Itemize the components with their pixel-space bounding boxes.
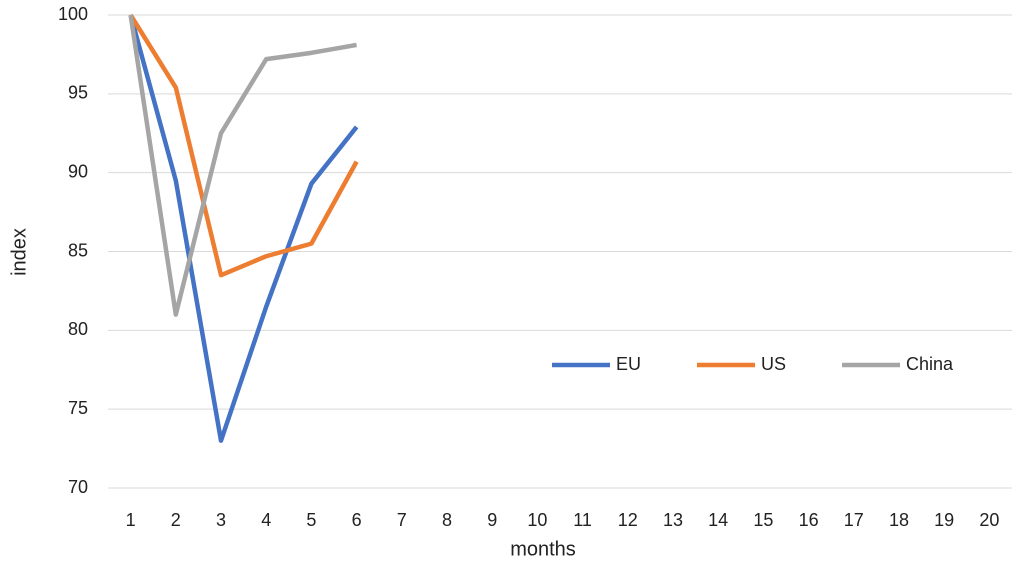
- x-tick-label: 17: [844, 510, 864, 530]
- x-tick-label: 3: [216, 510, 226, 530]
- y-tick-label: 70: [68, 477, 88, 497]
- legend-label: US: [761, 354, 786, 374]
- x-tick-label: 10: [527, 510, 547, 530]
- x-tick-label: 9: [487, 510, 497, 530]
- legend-label: EU: [616, 354, 641, 374]
- x-tick-label: 15: [753, 510, 773, 530]
- x-tick-label: 11: [573, 510, 592, 530]
- x-tick-label: 20: [979, 510, 999, 530]
- line-series: [128, 14, 359, 443]
- line-series: [128, 14, 357, 317]
- y-axis-label: index: [8, 228, 30, 276]
- line-series: [128, 13, 359, 278]
- y-tick-label: 75: [68, 398, 88, 418]
- x-tick-label: 13: [663, 510, 683, 530]
- x-tick-label: 8: [442, 510, 452, 530]
- x-tick-label: 4: [261, 510, 271, 530]
- y-tick-label: 90: [68, 161, 88, 181]
- x-tick-label: 2: [171, 510, 181, 530]
- x-tick-label: 14: [708, 510, 728, 530]
- x-tick-label: 12: [618, 510, 638, 530]
- x-tick-label: 16: [799, 510, 819, 530]
- x-tick-label: 6: [352, 510, 362, 530]
- x-tick-label: 5: [306, 510, 316, 530]
- x-axis-label: months: [510, 538, 576, 560]
- legend-label: China: [906, 354, 954, 374]
- x-tick-label: 7: [397, 510, 407, 530]
- y-tick-label: 85: [68, 240, 88, 260]
- y-tick-label: 80: [68, 319, 88, 339]
- x-tick-label: 1: [126, 510, 136, 530]
- x-tick-label: 19: [934, 510, 954, 530]
- y-tick-label: 95: [68, 83, 88, 103]
- y-tick-label: 100: [58, 4, 88, 24]
- x-tick-label: 18: [889, 510, 909, 530]
